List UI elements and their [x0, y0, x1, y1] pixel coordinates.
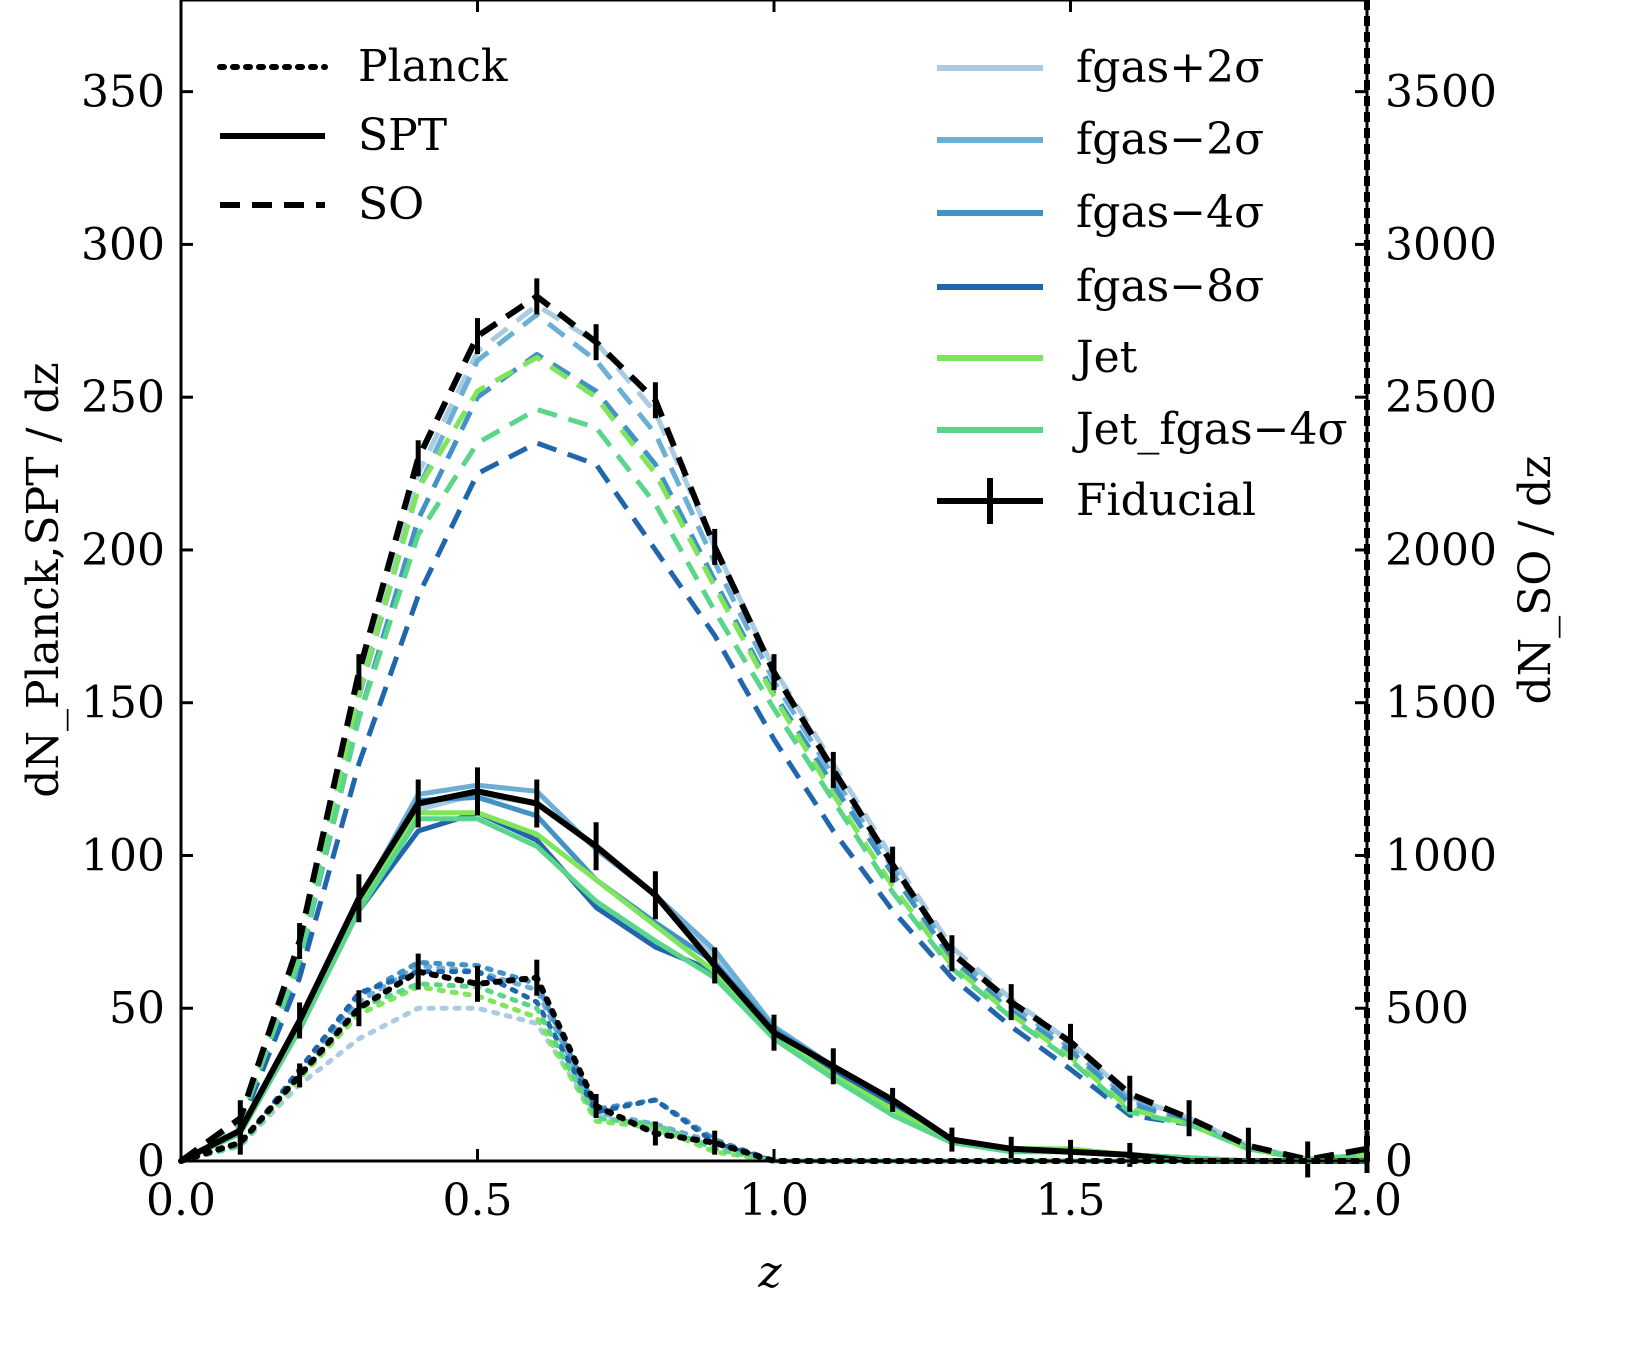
y-axis-right-label: dN_SO / dz — [1510, 455, 1561, 704]
x-tick-label: 2.0 — [1332, 1175, 1402, 1226]
x-tick-label: 1.5 — [1036, 1175, 1106, 1226]
legend-label-jet-fgas-minus4: Jet_fgas−4σ — [1072, 404, 1348, 455]
y-tick-label-right: 1500 — [1385, 678, 1497, 729]
legend-label-fiducial: Fiducial — [1076, 475, 1256, 526]
legend-label-planck: Planck — [358, 41, 508, 92]
legend-label-fgas-minus2: fgas−2σ — [1076, 114, 1264, 165]
y-tick-label-right: 2500 — [1385, 372, 1497, 423]
legend-label-so: SO — [358, 179, 424, 230]
y-tick-label-left: 200 — [81, 525, 165, 576]
y-tick-label-right: 2000 — [1385, 525, 1497, 576]
x-tick-label: 0.5 — [443, 1175, 513, 1226]
x-tick-label: 1.0 — [739, 1175, 809, 1226]
y-axis-left-label: dN_Planck,SPT / dz — [18, 362, 69, 797]
y-tick-label-right: 0 — [1385, 1136, 1413, 1187]
y-tick-label-right: 3500 — [1385, 67, 1497, 118]
y-tick-label-left: 350 — [81, 67, 165, 118]
ticks-layer: 0.0 0.5 1.0 1.5 2.00501001502002503003500500… — [81, 0, 1497, 1226]
x-tick-label: 0.0 — [146, 1175, 216, 1226]
y-tick-label-left: 250 — [81, 372, 165, 423]
legend-label-fgas-minus8: fgas−8σ — [1076, 261, 1264, 312]
series-layer — [178, 278, 1370, 1178]
y-tick-label-right: 3000 — [1385, 219, 1497, 270]
y-tick-label-left: 50 — [109, 983, 165, 1034]
legend-styles: Planck SPT SO — [217, 41, 508, 230]
legend-label-fgas-plus2: fgas+2σ — [1076, 42, 1264, 93]
y-tick-label-left: 150 — [81, 678, 165, 729]
x-axis-label: z — [757, 1247, 782, 1298]
legend-label-spt: SPT — [358, 110, 447, 161]
y-tick-label-right: 500 — [1385, 983, 1469, 1034]
y-tick-label-left: 0 — [137, 1136, 165, 1187]
legend-models: fgas+2σ fgas−2σ fgas−4σ fgas−8σ Jet Jet_… — [937, 42, 1348, 526]
y-tick-label-right: 1000 — [1385, 830, 1497, 881]
legend-label-fgas-minus4: fgas−4σ — [1076, 187, 1264, 238]
plot-frame — [179, 0, 1369, 1163]
series-line-so-jet-fgasminus4s — [179, 406, 1368, 1164]
y-tick-label-left: 300 — [81, 219, 165, 270]
legend-label-jet: Jet — [1072, 332, 1138, 383]
y-tick-label-left: 100 — [81, 830, 165, 881]
series-line-so-fgasminus8s — [179, 440, 1368, 1164]
